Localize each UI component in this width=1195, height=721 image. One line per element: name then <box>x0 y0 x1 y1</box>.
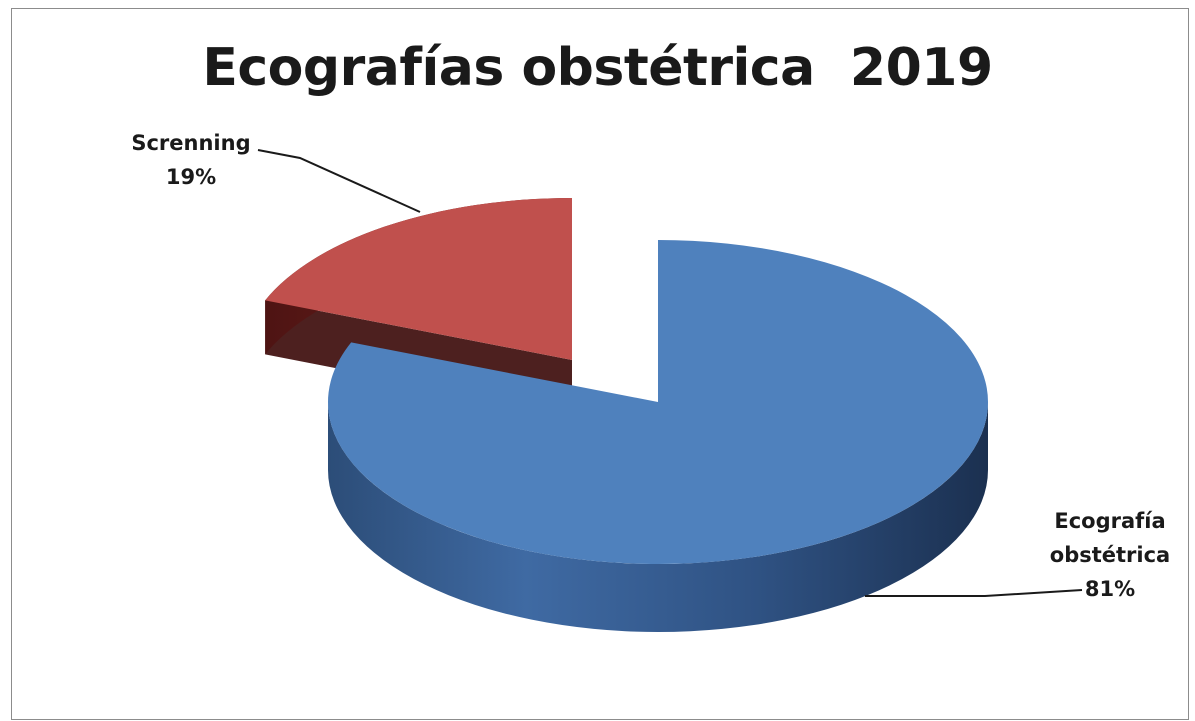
data-label-line: obstétrica <box>1050 543 1170 567</box>
data-label-line: 81% <box>1085 577 1135 601</box>
leader-line <box>865 589 1083 597</box>
data-label-line: Screnning <box>131 131 250 155</box>
slice-side <box>328 402 988 632</box>
data-label: Screnning 19% <box>131 131 250 189</box>
slice-top <box>328 240 989 564</box>
data-label: Ecografía obstétrica 81% <box>1050 509 1170 601</box>
pie-slice-ecografia <box>328 240 989 632</box>
chart-title: Ecografías obstétrica 2019 <box>202 38 993 98</box>
data-label-line: 19% <box>166 165 216 189</box>
data-label-line: Ecografía <box>1054 509 1165 533</box>
leader-line <box>257 149 421 213</box>
slice-top <box>265 198 572 360</box>
